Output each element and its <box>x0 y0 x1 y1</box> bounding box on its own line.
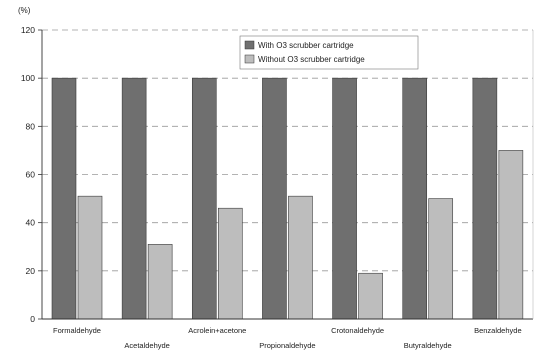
legend-box <box>239 35 419 70</box>
bar-with-scrubber-butyraldehyde <box>402 77 428 320</box>
bar-without-scrubber-acetaldehyde <box>147 244 173 320</box>
bar-without-scrubber-formaldehyde <box>77 195 103 320</box>
x-category-label: Formaldehyde <box>53 326 101 335</box>
bar-with-scrubber-acrolein-acetone <box>191 77 217 320</box>
bar-with-scrubber-crotonaldehyde <box>332 77 357 320</box>
x-category-label: Benzaldehyde <box>474 326 522 335</box>
y-tick-label: 80 <box>26 121 36 131</box>
legend: With O3 scrubber cartridge Without O3 sc… <box>239 35 419 70</box>
x-category-label: Crotonaldehyde <box>331 326 384 335</box>
x-category-label: Acrolein+acetone <box>188 326 246 335</box>
legend-swatch-without-scrubber <box>244 54 255 64</box>
axes <box>41 30 534 320</box>
x-category-labels: Formaldehyde Acetaldehyde Acrolein+acetone… <box>53 326 522 350</box>
bar-without-scrubber-crotonaldehyde <box>358 272 383 320</box>
y-tick-labels: 0 20 40 60 80 100 120 <box>21 25 35 324</box>
x-category-label: Butyraldehyde <box>404 341 452 350</box>
bar-with-scrubber-propionaldehyde <box>262 77 287 320</box>
y-tick-label: 20 <box>26 266 36 276</box>
legend-swatch-with-scrubber <box>244 40 255 50</box>
y-tick-label: 0 <box>30 314 35 324</box>
y-tick-label: 60 <box>26 170 36 180</box>
y-tick-label: 100 <box>21 73 35 83</box>
bar-without-scrubber-acrolein-acetone <box>217 207 243 320</box>
bar-without-scrubber-butyraldehyde <box>428 198 454 320</box>
bar-with-scrubber-benzaldehyde <box>472 77 498 320</box>
x-category-label: Propionaldehyde <box>259 341 315 350</box>
y-tick-label: 120 <box>21 25 35 35</box>
y-tick-label: 40 <box>26 218 36 228</box>
legend-label-without-scrubber: Without O3 scrubber cartridge <box>258 55 365 64</box>
bar-without-scrubber-benzaldehyde <box>498 150 524 320</box>
bar-with-scrubber-acetaldehyde <box>121 77 147 320</box>
y-axis-unit-label: (%) <box>18 6 31 15</box>
bar-with-scrubber-formaldehyde <box>51 77 77 320</box>
bars <box>51 77 524 320</box>
bar-without-scrubber-propionaldehyde <box>288 195 313 320</box>
x-category-label: Acetaldehyde <box>124 341 169 350</box>
legend-label-with-scrubber: With O3 scrubber cartridge <box>258 41 354 50</box>
